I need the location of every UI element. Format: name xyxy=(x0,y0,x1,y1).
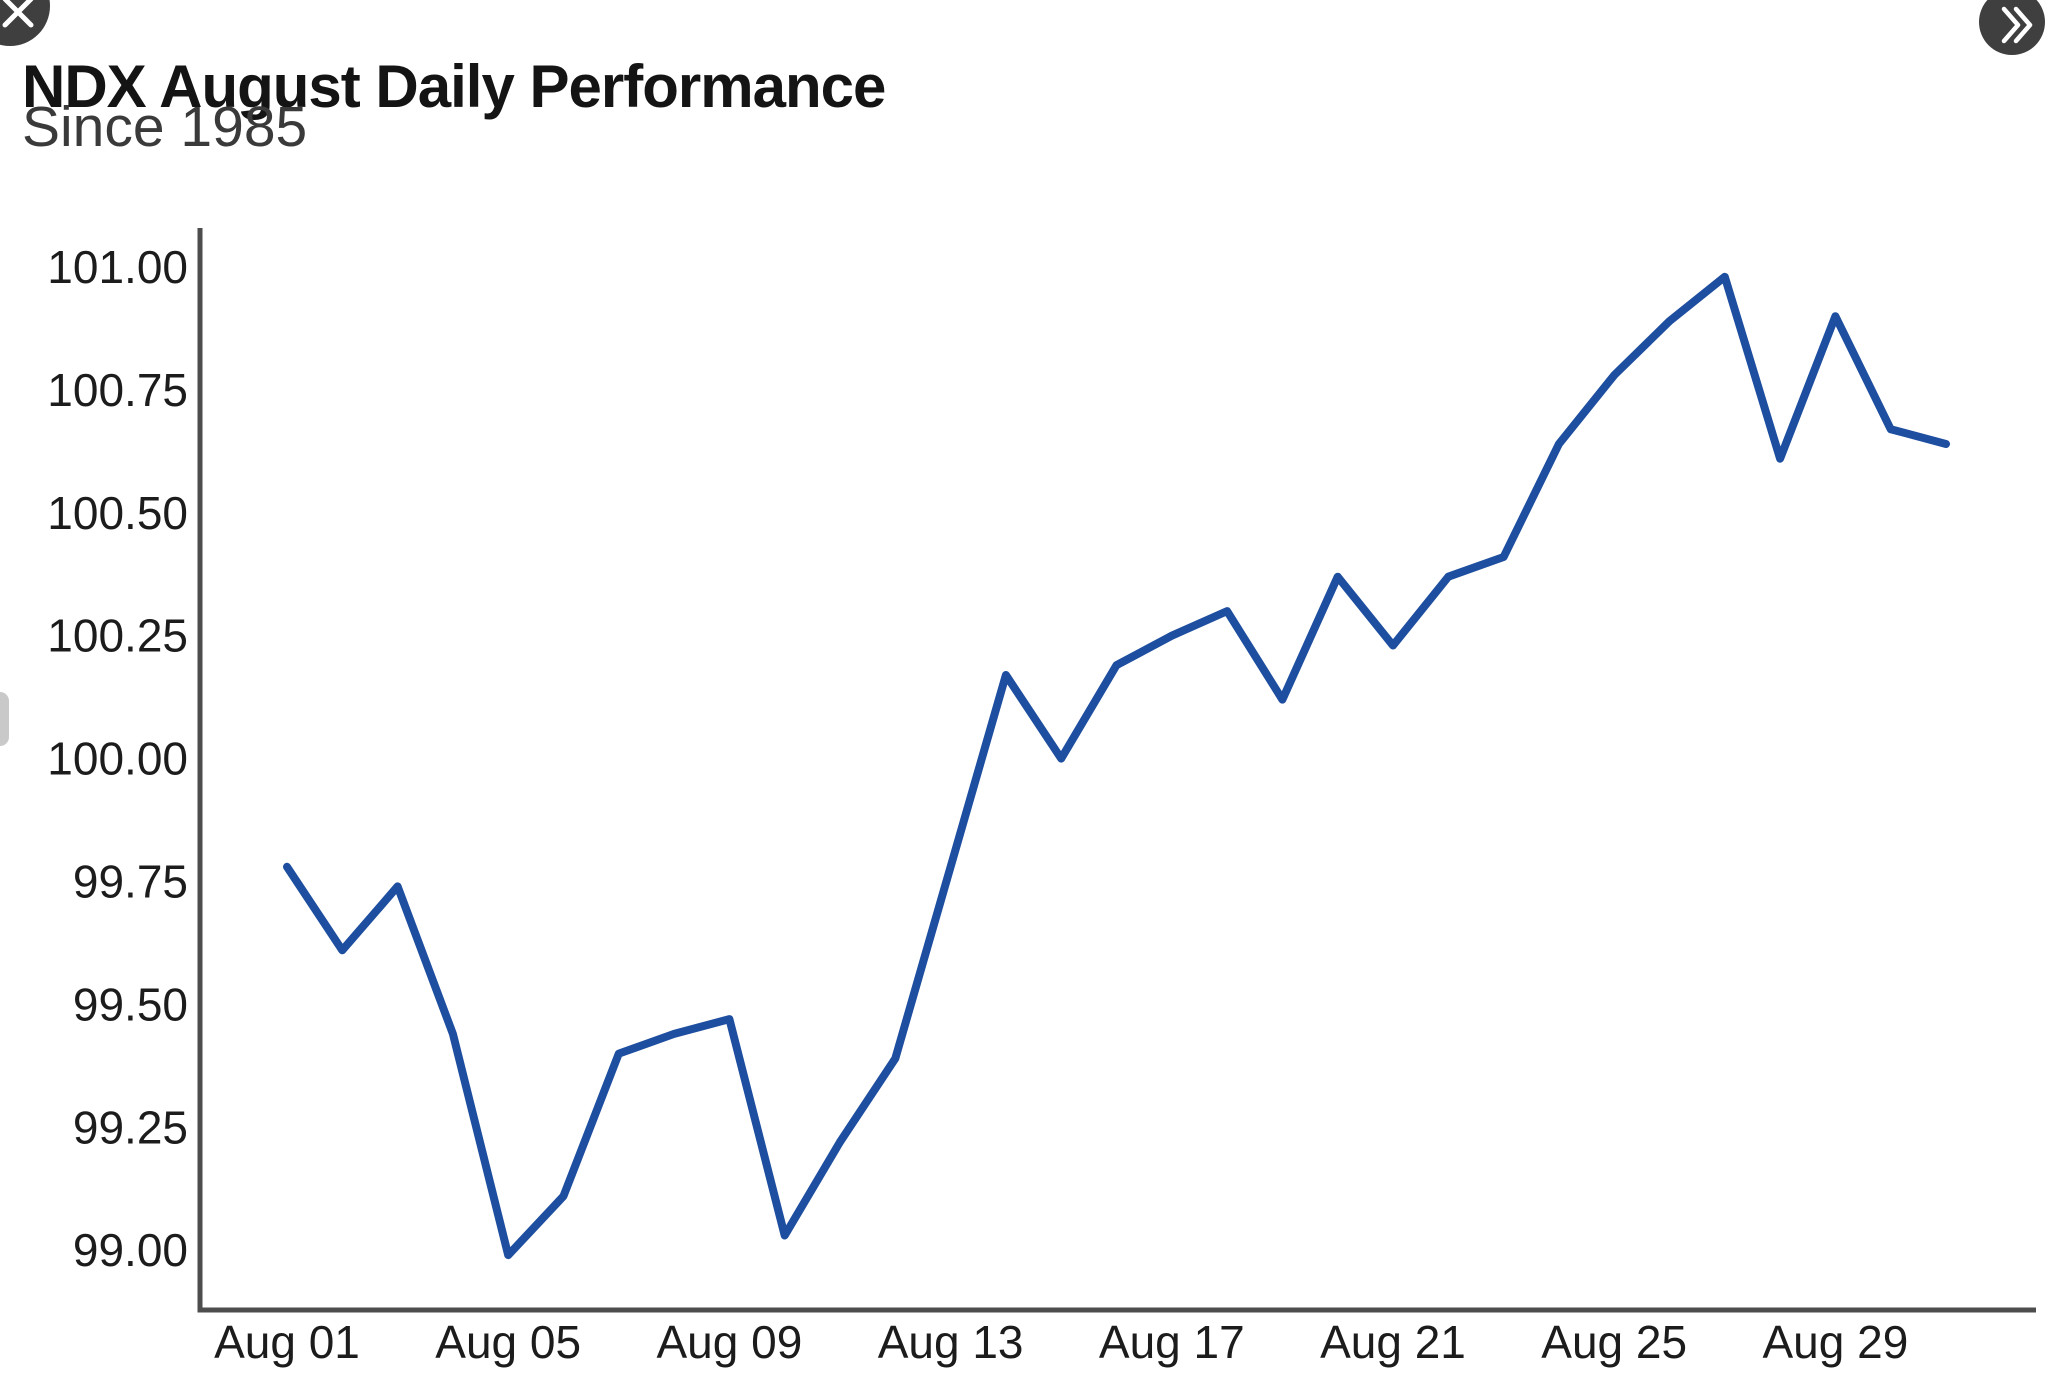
x-tick-label: Aug 01 xyxy=(214,1316,360,1368)
close-button[interactable] xyxy=(0,0,50,46)
x-tick-label: Aug 25 xyxy=(1541,1316,1687,1368)
y-tick-label: 100.50 xyxy=(47,487,188,539)
x-tick-label: Aug 09 xyxy=(657,1316,803,1368)
y-tick-label: 99.25 xyxy=(73,1101,188,1153)
x-tick-label: Aug 17 xyxy=(1099,1316,1245,1368)
y-tick-label: 101.00 xyxy=(47,241,188,293)
x-tick-label: Aug 13 xyxy=(878,1316,1024,1368)
x-tick-label: Aug 21 xyxy=(1320,1316,1466,1368)
next-button[interactable] xyxy=(1979,0,2045,55)
page-subtitle: Since 1985 xyxy=(22,95,308,159)
y-tick-label: 99.00 xyxy=(73,1224,188,1276)
performance-line xyxy=(283,272,1950,1260)
y-tick-label: 100.00 xyxy=(47,733,188,785)
page-title: NDX August Daily Performance xyxy=(22,53,886,121)
x-tick-label: Aug 05 xyxy=(435,1316,581,1368)
close-icon xyxy=(2,0,34,28)
axis-lines xyxy=(197,228,2036,1313)
y-tick-label: 100.25 xyxy=(47,610,188,662)
x-tick-label: Aug 29 xyxy=(1763,1316,1909,1368)
y-tick-label: 100.75 xyxy=(47,364,188,416)
y-tick-label: 99.50 xyxy=(73,978,188,1030)
left-edge-artifact xyxy=(0,692,9,746)
y-tick-label: 99.75 xyxy=(73,856,188,908)
chevron-double-right-icon xyxy=(2001,6,2033,44)
